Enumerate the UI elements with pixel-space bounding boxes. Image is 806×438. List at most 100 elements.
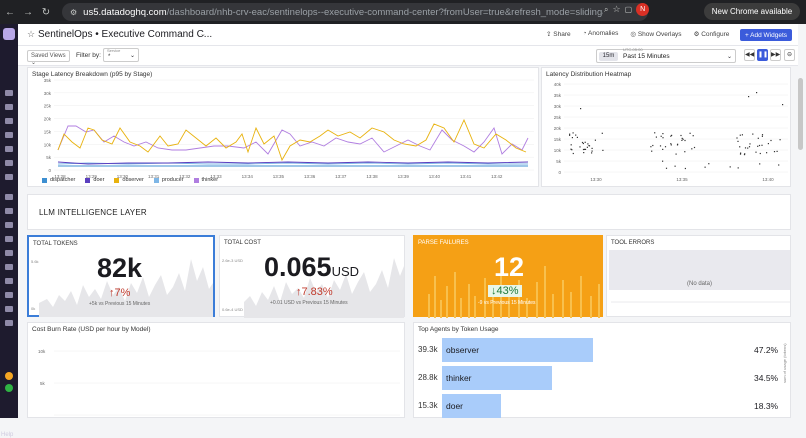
heatmap-cell bbox=[583, 148, 586, 150]
heatmap-cell bbox=[689, 132, 691, 134]
heatmap-cell bbox=[779, 139, 781, 141]
parse-failures-widget[interactable]: PARSE FAILURES 12 ↓43% -9 vs Previous 15… bbox=[413, 235, 603, 318]
llm-observability-icon[interactable] bbox=[5, 292, 13, 298]
heatmap-cell bbox=[692, 135, 694, 137]
x-axis-tick: 13:36 bbox=[304, 174, 316, 179]
legend-item-dispatcher[interactable]: dispatcher bbox=[42, 177, 75, 183]
anomalies-label: Anomalies bbox=[588, 30, 619, 37]
add-widgets-button[interactable]: + Add Widgets bbox=[740, 29, 792, 41]
heatmap-cell bbox=[591, 147, 593, 149]
extensions-icon[interactable]: ▢ bbox=[624, 5, 633, 14]
integrations-icon[interactable] bbox=[5, 222, 13, 228]
forward-button[interactable]: ▶▶ bbox=[770, 49, 781, 61]
agent-percent: 18.3% bbox=[754, 401, 779, 411]
search-icon[interactable] bbox=[5, 90, 13, 96]
reload-icon[interactable]: ↻ bbox=[41, 6, 51, 18]
share-button[interactable]: ⇪ Share bbox=[546, 30, 571, 38]
widget-title: PARSE FAILURES bbox=[418, 240, 469, 246]
heatmap-cell bbox=[747, 147, 749, 149]
address-bar[interactable]: ⚙ us5.datadoghq.com/dashboard/nhb-crv-ea… bbox=[62, 3, 648, 21]
network-icon[interactable] bbox=[5, 278, 13, 284]
heatmap-cell bbox=[741, 134, 743, 136]
cost-burn-chart[interactable] bbox=[28, 323, 406, 419]
back-icon[interactable]: ← bbox=[5, 6, 15, 18]
heatmap-cell bbox=[684, 167, 686, 170]
agent-row-doer[interactable]: 15.3k doer 18.3% bbox=[414, 392, 802, 418]
status-indicator-icon[interactable] bbox=[5, 384, 13, 392]
heatmap-cell bbox=[770, 139, 772, 142]
zoom-out-icon[interactable]: ⊖ bbox=[784, 49, 795, 61]
ci-icon[interactable] bbox=[5, 306, 13, 312]
saved-views-dropdown[interactable]: Saved Views ⌄ bbox=[27, 50, 70, 66]
agent-row-observer[interactable]: 39.3k observer 47.2% bbox=[414, 336, 802, 362]
top-agents-widget[interactable]: Top Agents by Token Usage 39.3k observer… bbox=[413, 322, 791, 418]
latency-heatmap-chart[interactable]: 40k 35k 30k 25k 20k 15k 10k 5k 0 13:30 13:35 13:40 bbox=[542, 68, 792, 188]
heatmap-cell bbox=[684, 151, 686, 153]
legend-item-thinker[interactable]: thinker bbox=[193, 177, 218, 183]
service-filter[interactable]: Service * ⌄ bbox=[103, 48, 139, 62]
bookmark-star-icon[interactable]: ☆ bbox=[612, 4, 621, 14]
configure-label: Configure bbox=[701, 31, 730, 38]
notebooks-icon[interactable] bbox=[5, 320, 13, 326]
chevron-down-icon: ⌄ bbox=[31, 60, 37, 66]
configure-button[interactable]: ⚙ Configure bbox=[694, 30, 730, 38]
monitors-icon[interactable] bbox=[5, 146, 13, 152]
heatmap-cell bbox=[571, 137, 573, 139]
pause-button[interactable]: ❚❚ bbox=[757, 49, 768, 61]
metrics-icon[interactable] bbox=[5, 208, 13, 214]
heatmap-cell bbox=[591, 150, 593, 152]
x-axis-tick: 13:42 bbox=[491, 174, 503, 179]
anomalies-button[interactable]: ◔ Anomalies bbox=[583, 30, 619, 38]
chevron-down-icon[interactable]: ⌄ bbox=[200, 31, 206, 38]
notifications-bell-icon[interactable] bbox=[5, 372, 13, 380]
filter-by-label: Filter by: bbox=[76, 52, 101, 59]
chevron-down-icon: ⌄ bbox=[727, 54, 733, 60]
stage-latency-chart[interactable]: 35k 30k 25k 20k 15k 10k 5k 013:28 13:29 13:30 13:3… bbox=[28, 68, 540, 188]
page-scrollbar[interactable] bbox=[798, 78, 803, 150]
favorite-star-icon[interactable]: ☆ bbox=[27, 29, 36, 39]
dashboards-icon[interactable] bbox=[5, 132, 13, 138]
heatmap-cell bbox=[582, 142, 584, 145]
heatmap-cell bbox=[767, 143, 769, 145]
cost-burn-widget[interactable]: Cost Burn Rate (USD per hour by Model) 1… bbox=[27, 322, 405, 418]
infrastructure-icon[interactable] bbox=[5, 194, 13, 200]
legend-item-producer[interactable]: producer bbox=[153, 177, 184, 183]
security-icon[interactable] bbox=[5, 236, 13, 242]
dashboard-title[interactable]: SentinelOps • Executive Command C... bbox=[38, 29, 213, 40]
new-chrome-button[interactable]: New Chrome available bbox=[704, 3, 800, 20]
y-axis-tick: 5k bbox=[46, 155, 52, 160]
time-range-picker[interactable]: 15m UTC-05:00 Past 15 Minutes ⌄ bbox=[596, 47, 736, 63]
agent-row-thinker[interactable]: 28.8k thinker 34.5% bbox=[414, 364, 802, 390]
logs-icon[interactable] bbox=[5, 174, 13, 180]
heatmap-cell bbox=[676, 144, 679, 146]
chevron-down-icon: ⌄ bbox=[130, 53, 136, 59]
total-cost-widget[interactable]: 2.6e-3 USD 0.6e-4 USD TOTAL COST 0.065US… bbox=[219, 235, 405, 318]
rewind-button[interactable]: ◀◀ bbox=[744, 49, 755, 61]
y-axis-tick: 10k bbox=[554, 148, 562, 153]
y-axis-tick: 10k bbox=[44, 142, 52, 147]
latency-heatmap-widget[interactable]: Latency Distribution Heatmap 40k 35k 30k 25… bbox=[541, 67, 791, 187]
legend-item-doer[interactable]: doer bbox=[85, 177, 104, 183]
datadog-logo-icon[interactable] bbox=[3, 28, 15, 40]
apm-icon[interactable] bbox=[5, 160, 13, 166]
tool-errors-widget[interactable]: TOOL ERRORS (No data) bbox=[606, 235, 791, 317]
heatmap-cell bbox=[576, 136, 578, 138]
x-axis-tick: 13:33 bbox=[210, 174, 222, 179]
help-link[interactable]: Help bbox=[1, 432, 14, 438]
synthetics-icon[interactable] bbox=[5, 264, 13, 270]
zoom-icon[interactable]: ⌕ bbox=[604, 4, 609, 14]
heatmap-cell bbox=[757, 145, 759, 147]
profile-avatar[interactable]: N bbox=[636, 3, 650, 16]
forward-icon[interactable]: → bbox=[23, 6, 33, 18]
watchdog-icon[interactable] bbox=[5, 118, 13, 124]
site-info-icon[interactable]: ⚙ bbox=[70, 7, 78, 17]
overlays-icon: ◎ bbox=[630, 31, 638, 38]
x-axis-tick: 13:28 bbox=[54, 174, 66, 179]
legend-item-observer[interactable]: observer bbox=[114, 177, 144, 183]
recent-icon[interactable] bbox=[5, 104, 13, 110]
metric-number: 0.065 bbox=[264, 252, 332, 282]
stage-latency-widget[interactable]: Stage Latency Breakdown (p95 by Stage) 3… bbox=[27, 67, 539, 187]
total-tokens-widget[interactable]: 5.6k 0k TOTAL TOKENS 82k ↑7% +5k vs Prev… bbox=[27, 235, 215, 317]
show-overlays-button[interactable]: ◎ Show Overlays bbox=[630, 30, 681, 38]
rum-icon[interactable] bbox=[5, 250, 13, 256]
